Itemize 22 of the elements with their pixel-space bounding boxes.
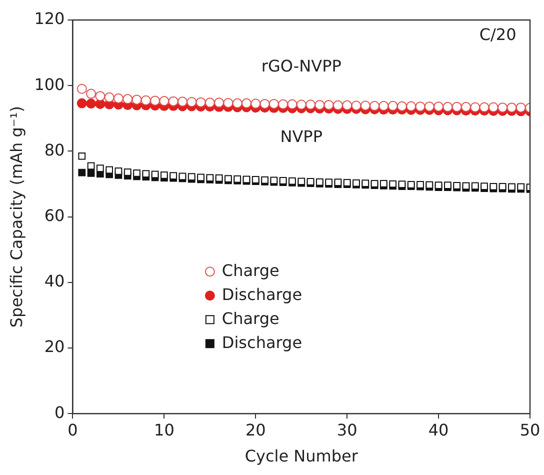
legend-label: Charge (222, 260, 280, 280)
x-tick-label: 50 (520, 420, 540, 440)
y-axis-title: Specific Capacity (mAh g⁻¹) (6, 106, 26, 328)
x-tick-label: 20 (245, 420, 266, 440)
y-tick-label: 60 (44, 206, 65, 225)
annotation: NVPP (280, 127, 323, 146)
x-tick-label: 10 (154, 420, 174, 440)
y-tick-label: 100 (34, 74, 65, 94)
y-tick-label: 20 (44, 337, 65, 356)
legend-label: Discharge (222, 284, 302, 304)
legend-label: Charge (222, 308, 280, 328)
x-tick-label: 0 (68, 420, 78, 440)
y-tick-label: 0 (54, 402, 65, 422)
y-tick-label: 40 (44, 272, 65, 291)
x-tick-label: 40 (428, 420, 449, 440)
y-tick-label: 120 (34, 9, 65, 28)
annotation: C/20 (479, 24, 516, 44)
x-axis-title: Cycle Number (244, 446, 358, 466)
legend-label: Discharge (222, 332, 302, 352)
y-tick-label: 80 (44, 140, 65, 160)
x-tick-label: 30 (336, 420, 358, 440)
annotation: rGO-NVPP (261, 56, 342, 76)
